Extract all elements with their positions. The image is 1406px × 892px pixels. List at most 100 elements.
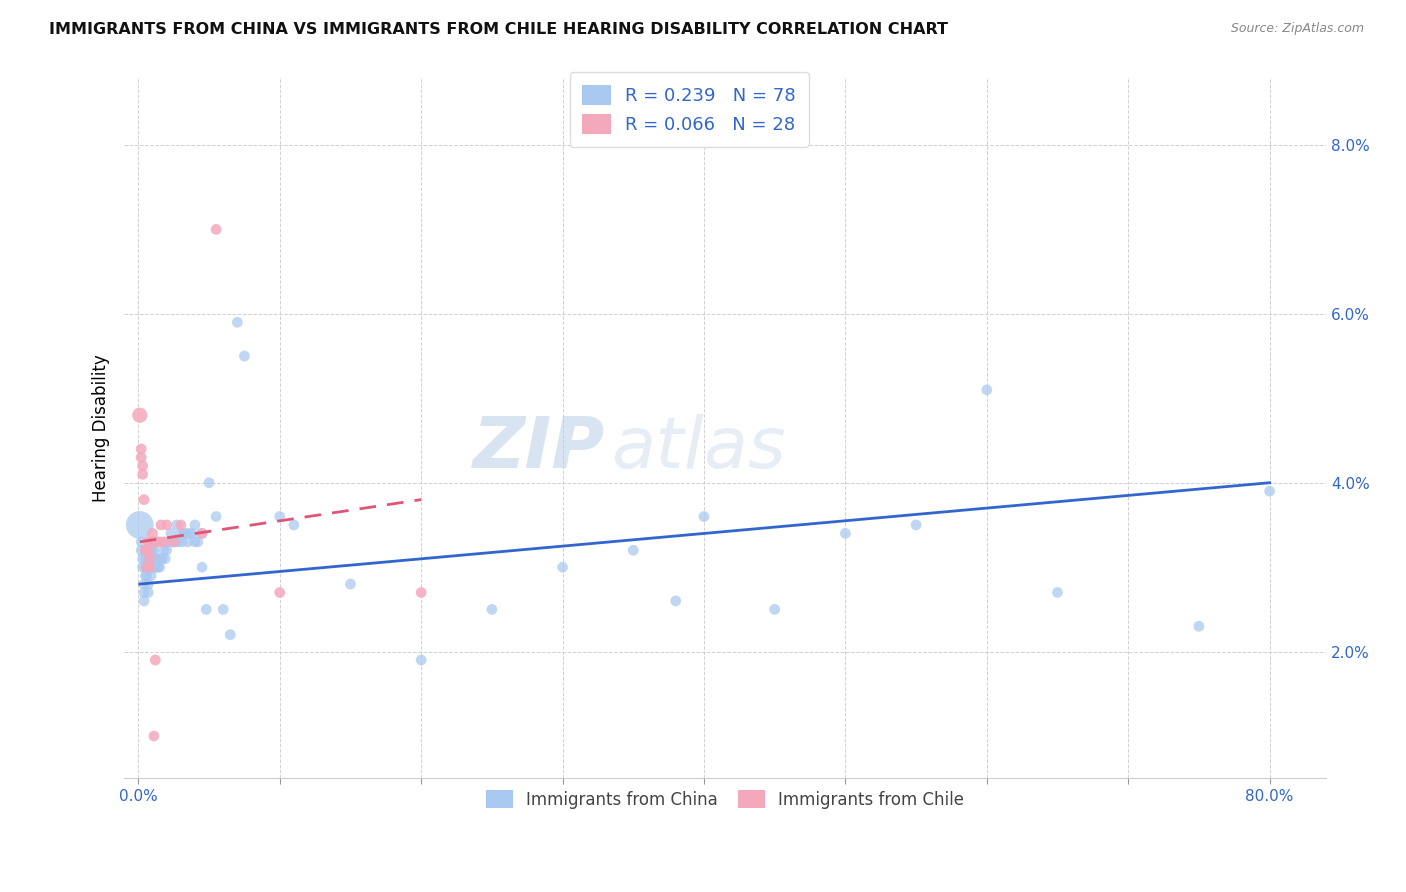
Point xyxy=(145,560,167,574)
Point xyxy=(142,729,165,743)
Point xyxy=(191,526,214,541)
Point xyxy=(173,526,195,541)
Point xyxy=(139,543,162,558)
Point xyxy=(1046,585,1069,599)
Point xyxy=(129,450,152,465)
Point xyxy=(172,534,194,549)
Point xyxy=(191,560,214,574)
Point xyxy=(834,526,856,541)
Point xyxy=(155,551,177,566)
Point xyxy=(131,551,153,566)
Point xyxy=(143,560,166,574)
Point xyxy=(148,534,170,549)
Point xyxy=(191,526,214,541)
Point xyxy=(128,408,150,422)
Point xyxy=(205,509,228,524)
Point xyxy=(134,560,156,574)
Point xyxy=(187,534,209,549)
Point xyxy=(551,560,574,574)
Point xyxy=(136,543,159,558)
Point xyxy=(129,442,152,456)
Point xyxy=(138,560,160,574)
Point xyxy=(148,551,170,566)
Point xyxy=(621,543,644,558)
Point xyxy=(148,560,170,574)
Point xyxy=(128,518,150,533)
Point xyxy=(135,568,157,582)
Point xyxy=(163,534,186,549)
Point xyxy=(141,551,163,566)
Point xyxy=(269,509,291,524)
Point xyxy=(134,543,156,558)
Point xyxy=(167,534,190,549)
Point xyxy=(131,560,153,574)
Point xyxy=(763,602,786,616)
Point xyxy=(160,526,183,541)
Point xyxy=(145,551,167,566)
Point xyxy=(269,585,291,599)
Point xyxy=(143,653,166,667)
Point xyxy=(132,585,155,599)
Point xyxy=(195,602,218,616)
Point xyxy=(198,475,221,490)
Point xyxy=(665,594,688,608)
Point xyxy=(138,551,160,566)
Point xyxy=(152,551,174,566)
Point xyxy=(976,383,998,397)
Point xyxy=(339,577,361,591)
Point xyxy=(141,543,163,558)
Point xyxy=(184,518,207,533)
Text: Source: ZipAtlas.com: Source: ZipAtlas.com xyxy=(1230,22,1364,36)
Point xyxy=(153,543,176,558)
Point xyxy=(174,526,197,541)
Point xyxy=(135,560,157,574)
Point xyxy=(142,534,165,549)
Point xyxy=(131,458,153,473)
Point xyxy=(184,534,207,549)
Point xyxy=(132,594,155,608)
Text: IMMIGRANTS FROM CHINA VS IMMIGRANTS FROM CHILE HEARING DISABILITY CORRELATION CH: IMMIGRANTS FROM CHINA VS IMMIGRANTS FROM… xyxy=(49,22,948,37)
Point xyxy=(212,602,235,616)
Point xyxy=(138,551,160,566)
Point xyxy=(411,585,433,599)
Point xyxy=(142,543,165,558)
Point xyxy=(179,526,201,541)
Point xyxy=(135,560,157,574)
Point xyxy=(134,551,156,566)
Point xyxy=(132,492,155,507)
Point xyxy=(149,551,172,566)
Point xyxy=(146,560,169,574)
Point xyxy=(1258,484,1281,499)
Point xyxy=(181,526,204,541)
Point xyxy=(149,518,172,533)
Point xyxy=(129,534,152,549)
Point xyxy=(153,534,176,549)
Point xyxy=(129,543,152,558)
Point xyxy=(170,518,193,533)
Point xyxy=(226,315,249,329)
Point xyxy=(233,349,256,363)
Point xyxy=(136,534,159,549)
Point xyxy=(139,534,162,549)
Point xyxy=(411,653,433,667)
Point xyxy=(1188,619,1211,633)
Point xyxy=(205,222,228,236)
Point xyxy=(157,534,180,549)
Text: ZIP: ZIP xyxy=(472,415,605,483)
Point xyxy=(481,602,503,616)
Y-axis label: Hearing Disability: Hearing Disability xyxy=(93,354,110,501)
Text: atlas: atlas xyxy=(612,415,786,483)
Point xyxy=(219,628,242,642)
Point xyxy=(141,526,163,541)
Point xyxy=(132,577,155,591)
Point xyxy=(143,551,166,566)
Point xyxy=(170,526,193,541)
Point xyxy=(138,560,160,574)
Point xyxy=(693,509,716,524)
Point xyxy=(134,568,156,582)
Point xyxy=(156,518,179,533)
Point xyxy=(156,543,179,558)
Point xyxy=(283,518,305,533)
Point xyxy=(131,467,153,482)
Point xyxy=(145,534,167,549)
